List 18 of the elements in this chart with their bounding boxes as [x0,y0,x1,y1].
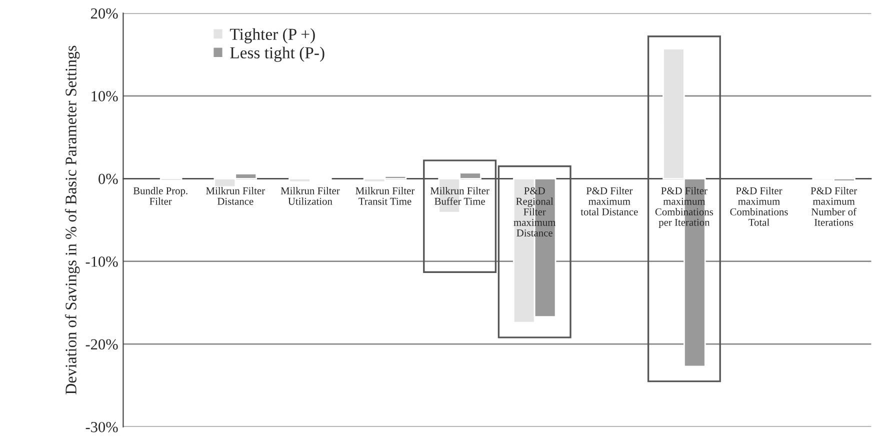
y-tick-label: -10% [86,256,118,267]
x-tick-label: Milkrun Filter Transit Time [356,186,415,205]
x-tick-label: P&D Filter maximum Combinations Total [730,186,788,226]
x-tick-label: P&D Filter maximum Number of Iterations [810,186,858,226]
y-tick-label: 10% [92,91,118,102]
legend-label: Less tight (P-) [230,46,324,62]
y-tick-label: 20% [91,8,118,19]
x-tick-label: P&D Regional Filter maximum Distance [514,187,556,236]
x-tick-label: P&D Filter maximum total Distance [580,186,638,216]
y-axis-title: Deviation of Savings in % of Basic Parameter Settings [65,46,80,394]
y-tick-label: -20% [86,339,118,350]
x-tick-label: Milkrun Filter Utilization [280,186,340,205]
y-tick-label: -30% [86,422,118,432]
legend-label: Tighter (P +) [230,28,315,44]
x-tick-label: Milkrun Filter Buffer Time [430,186,490,205]
x-tick-label: Milkrun Filter Distance [206,186,265,205]
y-tick-label: 0% [98,174,118,184]
x-tick-label: Bundle Prop. Filter [133,186,188,205]
